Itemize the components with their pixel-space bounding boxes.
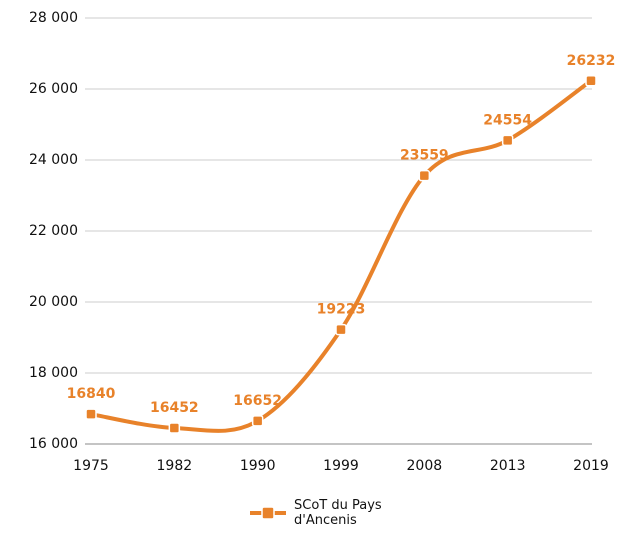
data-point — [418, 169, 431, 182]
x-tick-label: 1975 — [73, 458, 109, 474]
y-tick-label: 18 000 — [29, 365, 78, 381]
data-point — [85, 408, 97, 420]
y-tick-label: 26 000 — [29, 81, 78, 97]
x-tick-label: 2008 — [407, 458, 443, 474]
data-point — [501, 134, 514, 147]
x-tick-label: 1999 — [323, 458, 359, 474]
x-tick-label: 1982 — [157, 458, 193, 474]
legend: SCoT du Pays d'Ancenis — [250, 498, 414, 528]
data-point — [335, 323, 347, 336]
data-point — [585, 75, 597, 87]
data-label: 16652 — [233, 393, 282, 409]
legend-swatch — [250, 506, 286, 520]
data-label: 19223 — [317, 302, 366, 318]
legend-marker — [261, 506, 275, 520]
x-tick-label: 1990 — [240, 458, 276, 474]
data-point — [251, 415, 264, 427]
x-tick-label: 2019 — [573, 458, 609, 474]
data-label: 16840 — [67, 386, 116, 402]
y-tick-label: 16 000 — [29, 436, 78, 452]
data-point — [168, 422, 181, 434]
data-label: 23559 — [400, 148, 449, 164]
legend-label: SCoT du Pays d'Ancenis — [294, 498, 382, 528]
data-label: 16452 — [150, 400, 199, 416]
y-tick-label: 24 000 — [29, 152, 78, 168]
y-tick-label: 22 000 — [29, 223, 78, 239]
data-label: 24554 — [483, 112, 532, 128]
data-label: 26232 — [567, 53, 616, 69]
series-line — [90, 79, 593, 433]
x-tick-label: 2013 — [490, 458, 526, 474]
y-tick-label: 28 000 — [29, 10, 78, 26]
y-tick-label: 20 000 — [29, 294, 78, 310]
